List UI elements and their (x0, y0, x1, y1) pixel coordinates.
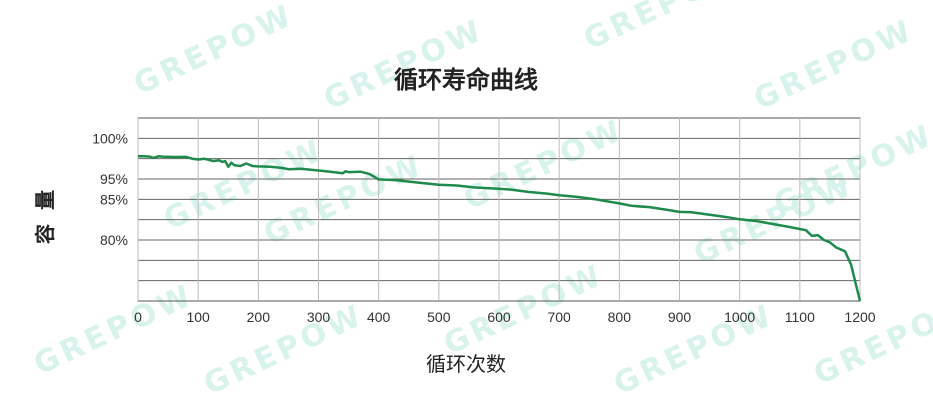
watermark-logo: GREPOW (129, 0, 300, 102)
watermark-logo: GREPOW (29, 277, 200, 382)
x-tick-label: 1000 (724, 309, 755, 325)
x-tick-label: 700 (547, 309, 571, 325)
series-line (138, 154, 862, 302)
x-tick-label: 1200 (844, 309, 875, 325)
x-tick-label: 400 (367, 309, 391, 325)
x-tick-label: 0 (134, 309, 142, 325)
chart-title: 循环寿命曲线 (394, 66, 538, 94)
watermark-logo: GREPOW (749, 12, 920, 117)
y-ticks: 100% 95% 85% 80% (92, 130, 128, 248)
x-ticks: 0 100 200 300 400 500 600 700 800 900 1000 1100 1200 (134, 309, 876, 325)
y-tick-label: 80% (100, 232, 128, 248)
y-tick-label: 85% (100, 191, 128, 207)
x-tick-label: 900 (668, 309, 692, 325)
x-tick-label: 500 (427, 309, 451, 325)
x-tick-label: 600 (487, 309, 511, 325)
x-tick-label: 100 (186, 309, 210, 325)
x-tick-label: 1100 (785, 309, 815, 325)
x-tick-label: 200 (247, 309, 271, 325)
x-axis-label: 循环次数 (426, 352, 506, 376)
x-tick-label: 800 (608, 309, 632, 325)
y-tick-label: 100% (92, 130, 128, 146)
watermark-logo: GREPOW (809, 287, 933, 392)
watermark-logo: GREPOW (319, 12, 490, 117)
grid (137, 117, 861, 302)
watermark-logo: GREPOW (579, 0, 750, 57)
y-tick-label: 95% (100, 171, 128, 187)
watermark-logo: GREPOW (199, 297, 370, 402)
y-axis-label: 容量 (33, 176, 57, 244)
watermark-logo: GREPOW (769, 117, 933, 222)
watermark-logo: GREPOW (439, 257, 610, 362)
x-tick-label: 300 (307, 309, 331, 325)
